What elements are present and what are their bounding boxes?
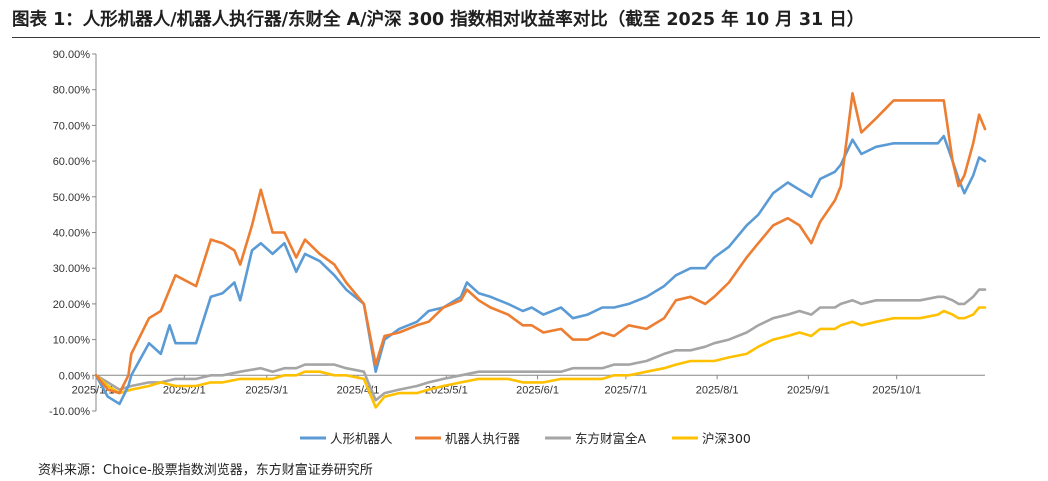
legend-label: 人形机器人: [330, 431, 393, 446]
x-tick-label: 2025/3/1: [245, 384, 288, 396]
y-tick-label: 30.00%: [53, 263, 91, 275]
y-tick-label: 90.00%: [53, 49, 91, 61]
series-line-2: [94, 288, 987, 402]
y-tick-label: 80.00%: [53, 85, 91, 97]
series-line-1: [94, 92, 987, 395]
source-note: 资料来源：Choice-股票指数浏览器，东方财富证券研究所: [38, 463, 373, 478]
series-line-3: [94, 306, 987, 409]
chart-title: 图表 1：人形机器人/机器人执行器/东财全 A/沪深 300 指数相对收益率对比…: [12, 10, 865, 30]
y-tick-label: 20.00%: [53, 299, 91, 311]
y-tick-label: -10.00%: [49, 406, 90, 418]
title-rule: [12, 37, 1040, 38]
x-tick-label: 2025/7/1: [604, 384, 647, 396]
x-tick-label: 2025/6/1: [516, 384, 559, 396]
series-lines: [94, 92, 987, 409]
x-tick-label: 2025/8/1: [696, 384, 739, 396]
y-tick-label: 10.00%: [53, 335, 91, 347]
y-tick-label: 0.00%: [59, 370, 90, 382]
x-axis: 2025/1/1 2025/2/1 2025/3/1 2025/4/1 2025/5/1…: [72, 374, 985, 396]
x-tick-label: 2025/10/1: [872, 384, 921, 396]
x-tick-label: 2025/9/1: [787, 384, 830, 396]
legend: 人形机器人 机器人执行器 东方财富全A 沪深300: [300, 431, 751, 446]
y-tick-label: 60.00%: [53, 156, 91, 168]
y-tick-label: 40.00%: [53, 228, 91, 240]
y-axis: 90.00% 80.00% 70.00% 60.00% 50.00% 40.00% 30.0…: [49, 49, 97, 418]
legend-label: 东方财富全A: [575, 431, 647, 446]
series-line-0: [94, 134, 987, 406]
legend-label: 沪深300: [702, 431, 751, 446]
y-tick-label: 50.00%: [53, 192, 91, 204]
y-tick-label: 70.00%: [53, 120, 91, 132]
legend-label: 机器人执行器: [445, 431, 521, 446]
line-chart: 90.00% 80.00% 70.00% 60.00% 50.00% 40.00% 30.0…: [49, 49, 987, 446]
